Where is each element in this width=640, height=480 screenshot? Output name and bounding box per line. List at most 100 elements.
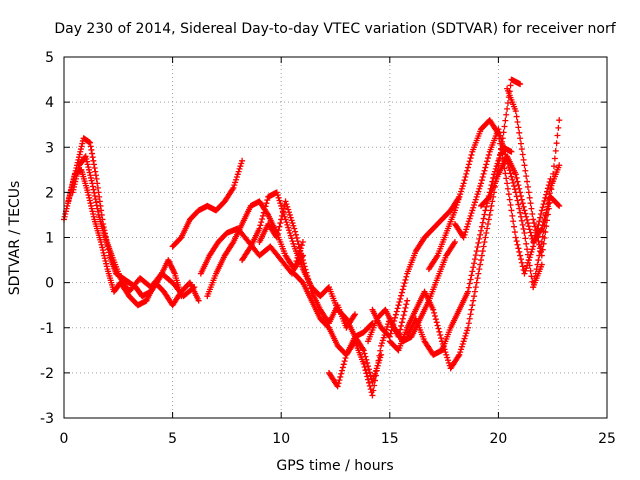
data-point bbox=[514, 241, 521, 248]
data-point bbox=[264, 197, 271, 204]
data-point bbox=[376, 352, 383, 359]
data-point bbox=[303, 269, 310, 276]
data-point bbox=[335, 380, 342, 387]
data-point bbox=[474, 243, 481, 250]
data-point bbox=[508, 207, 515, 214]
data-point bbox=[517, 135, 524, 142]
x-tick-label: 15 bbox=[381, 431, 399, 447]
data-point bbox=[75, 154, 82, 161]
data-point bbox=[455, 196, 462, 203]
data-point bbox=[443, 351, 450, 358]
data-point bbox=[398, 292, 405, 299]
data-point bbox=[531, 275, 538, 282]
data-point bbox=[482, 164, 489, 171]
data-point bbox=[96, 198, 103, 205]
data-point bbox=[442, 349, 449, 356]
data-point bbox=[524, 251, 531, 258]
data-point bbox=[451, 239, 458, 246]
data-point bbox=[507, 170, 514, 177]
data-point bbox=[84, 161, 91, 168]
data-point bbox=[307, 285, 314, 292]
data-point bbox=[521, 270, 528, 277]
data-point bbox=[378, 342, 385, 349]
data-point bbox=[364, 359, 371, 366]
data-point bbox=[485, 216, 492, 223]
data-point bbox=[231, 182, 238, 189]
data-point bbox=[290, 267, 297, 274]
data-point bbox=[339, 364, 346, 371]
data-point bbox=[292, 228, 299, 235]
data-point bbox=[286, 227, 293, 234]
data-point bbox=[230, 184, 237, 191]
data-point bbox=[504, 180, 511, 187]
data-point bbox=[517, 140, 524, 147]
data-point bbox=[89, 208, 96, 215]
data-point bbox=[485, 194, 492, 201]
data-point bbox=[256, 225, 263, 232]
data-point bbox=[516, 205, 523, 212]
data-point bbox=[430, 306, 437, 313]
data-point bbox=[284, 203, 291, 210]
data-point bbox=[283, 219, 290, 226]
data-point bbox=[453, 202, 460, 209]
data-point bbox=[73, 173, 80, 180]
data-point bbox=[546, 190, 553, 197]
data-point bbox=[528, 248, 535, 255]
data-point bbox=[487, 207, 494, 214]
data-point bbox=[501, 123, 508, 130]
data-point bbox=[399, 286, 406, 293]
data-point bbox=[501, 148, 508, 155]
data-point bbox=[481, 239, 488, 246]
data-point bbox=[85, 164, 92, 171]
data-point bbox=[463, 226, 470, 233]
data-point bbox=[536, 218, 543, 225]
data-point bbox=[352, 311, 359, 318]
data-point bbox=[540, 228, 547, 235]
data-point bbox=[457, 349, 464, 356]
data-point bbox=[86, 169, 93, 176]
data-point bbox=[551, 155, 558, 162]
data-point bbox=[296, 244, 303, 251]
data-point bbox=[364, 373, 371, 380]
data-point bbox=[512, 171, 519, 178]
data-point bbox=[522, 167, 529, 174]
data-point bbox=[514, 197, 521, 204]
data-point bbox=[92, 196, 99, 203]
data-point bbox=[370, 387, 377, 394]
data-point bbox=[515, 124, 522, 131]
data-point bbox=[62, 211, 69, 218]
data-point bbox=[438, 335, 445, 342]
data-point bbox=[298, 250, 305, 257]
data-point bbox=[523, 213, 530, 220]
data-point bbox=[498, 135, 505, 142]
data-point bbox=[479, 174, 486, 181]
data-point bbox=[468, 306, 475, 313]
data-point bbox=[519, 151, 526, 158]
data-point bbox=[76, 151, 83, 158]
data-point bbox=[457, 191, 464, 198]
data-point bbox=[525, 223, 532, 230]
data-point bbox=[379, 337, 386, 344]
data-point bbox=[75, 165, 82, 172]
data-point bbox=[493, 163, 500, 170]
data-point bbox=[469, 207, 476, 214]
data-point bbox=[397, 326, 404, 333]
data-point bbox=[528, 273, 535, 280]
data-point bbox=[475, 270, 482, 277]
data-point bbox=[293, 257, 300, 264]
data-point bbox=[232, 179, 239, 186]
data-point bbox=[77, 146, 84, 153]
data-point bbox=[470, 204, 477, 211]
data-point bbox=[404, 297, 411, 304]
y-tick-label: 5 bbox=[45, 50, 54, 66]
data-point bbox=[72, 175, 79, 182]
data-point bbox=[277, 200, 284, 207]
data-point bbox=[553, 140, 560, 147]
data-point bbox=[69, 189, 76, 196]
data-point bbox=[477, 231, 484, 238]
data-point bbox=[545, 195, 552, 202]
data-point bbox=[527, 229, 534, 236]
data-point bbox=[524, 220, 531, 227]
data-point bbox=[90, 161, 97, 168]
data-point bbox=[477, 183, 484, 190]
